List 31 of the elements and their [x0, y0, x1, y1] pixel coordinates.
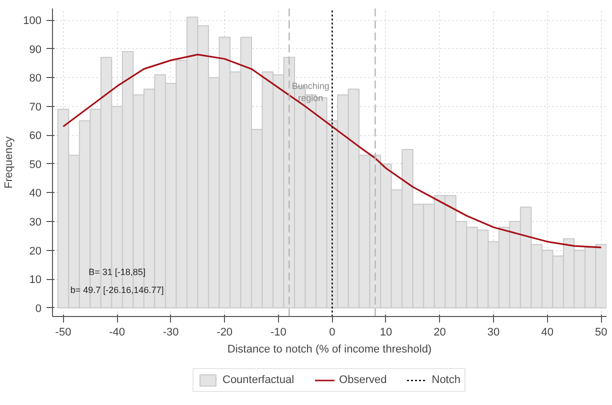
legend-label: Notch: [432, 373, 460, 387]
y-tick-label: 60: [29, 130, 42, 142]
x-tick-label: 0: [329, 326, 336, 338]
x-tick-label: -20: [216, 326, 233, 338]
y-tick-label: 30: [29, 216, 42, 229]
x-tick-label: -10: [270, 326, 286, 338]
y-tick-label: 100: [23, 15, 42, 28]
x-tick-label: 20: [434, 326, 446, 338]
x-tick-label: 10: [380, 326, 392, 338]
annotation: Bunching region: [292, 80, 330, 103]
legend-label: Observed: [339, 373, 387, 387]
y-tick-label: 10: [29, 274, 42, 286]
x-axis-title: Distance to notch (% of income threshold): [227, 344, 432, 356]
x-tick-label: 30: [487, 326, 500, 338]
x-tick-label: -40: [109, 326, 125, 338]
y-tick-label: 40: [29, 188, 42, 200]
annotation: B= 31 [-18,85]: [88, 266, 146, 277]
annotation: b= 49.7 [-26.16,146.77]: [70, 284, 164, 295]
line-series: [62, 54, 602, 248]
legend-label: Counterfactual: [222, 373, 294, 387]
x-tick-label: -50: [55, 326, 72, 338]
y-tick-label: 20: [29, 245, 42, 258]
x-tick-label: 50: [595, 326, 608, 338]
y-tick-label: 0: [35, 302, 42, 315]
x-tick-label: -30: [162, 326, 179, 338]
y-axis-title: Frequency: [3, 136, 16, 188]
x-tick-label: 40: [541, 326, 554, 338]
y-tick-label: 80: [29, 72, 42, 85]
y-tick-label: 70: [29, 101, 42, 114]
y-tick-label: 90: [29, 44, 42, 56]
y-tick-label: 50: [29, 158, 42, 171]
